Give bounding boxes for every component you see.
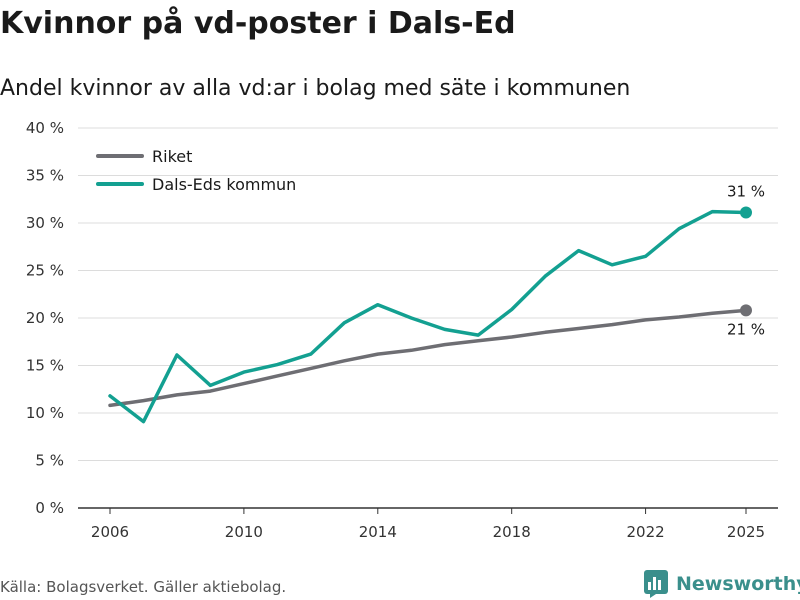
y-tick-label: 30 % [26, 214, 64, 232]
x-axis: 2006 2010 2014 2018 2022 2025 [91, 508, 765, 541]
source-note: Källa: Bolagsverket. Gäller aktiebolag. [0, 578, 287, 596]
end-value-label: 21 % [727, 320, 765, 338]
end-labels: 21 % 31 % [727, 183, 765, 339]
series-lines [108, 206, 752, 424]
chart-title: Kvinnor på vd-poster i Dals-Ed [0, 6, 516, 41]
x-tick-label: 2018 [493, 523, 531, 541]
brand-name: Newsworthy [676, 573, 800, 595]
x-tick-label: 2010 [225, 523, 263, 541]
end-value-label: 31 % [727, 183, 765, 201]
y-tick-label: 35 % [26, 167, 64, 185]
x-tick-label: 2014 [359, 523, 397, 541]
series-line-dals-ed [108, 209, 748, 424]
y-tick-label: 0 % [35, 499, 64, 517]
y-axis: 0 % 5 % 10 % 15 % 20 % 25 % 30 % 35 % 40 % [26, 119, 64, 517]
y-tick-label: 40 % [26, 119, 64, 137]
y-grid [78, 127, 778, 509]
legend: Riket Dals-Eds kommun [96, 147, 296, 194]
x-tick-label: 2022 [626, 523, 664, 541]
x-tick-label: 2025 [727, 523, 765, 541]
end-point-marker [740, 206, 752, 219]
y-tick-label: 25 % [26, 262, 64, 280]
y-tick-label: 10 % [26, 404, 64, 422]
y-tick-label: 5 % [35, 452, 64, 470]
newsworthy-logo-icon [644, 570, 668, 598]
x-tick-label: 2006 [91, 523, 129, 541]
series-line-riket [108, 308, 748, 408]
end-point-marker [740, 304, 752, 317]
chart-subtitle: Andel kvinnor av alla vd:ar i bolag med … [0, 76, 631, 101]
brand-logo[interactable]: Newsworthy [644, 568, 800, 600]
legend-label: Dals-Eds kommun [152, 175, 296, 194]
y-tick-label: 15 % [26, 357, 64, 375]
legend-label: Riket [152, 147, 192, 166]
y-tick-label: 20 % [26, 309, 64, 327]
